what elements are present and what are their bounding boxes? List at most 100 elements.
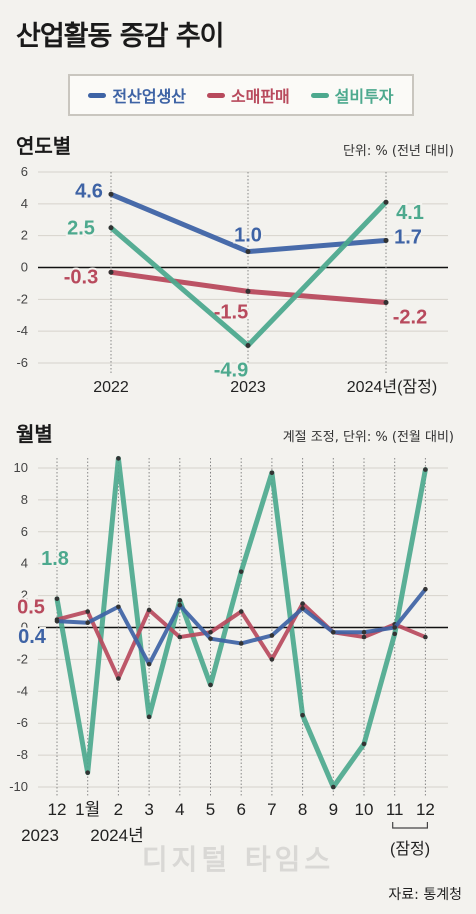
data-point: [392, 625, 398, 630]
data-point: [300, 601, 305, 606]
y-tick-label: 0: [21, 260, 28, 275]
data-point: [269, 470, 275, 476]
x-tick-label: 1월: [75, 800, 100, 819]
data-point: [146, 607, 152, 613]
data-point: [331, 629, 336, 635]
data-point: [116, 604, 121, 610]
y-tick-label: -4: [16, 683, 28, 698]
data-point: [383, 237, 389, 243]
x-tick-label: 6: [236, 800, 245, 819]
data-point: [108, 225, 114, 231]
data-point: [208, 682, 213, 688]
legend-label: 설비투자: [334, 87, 394, 106]
year-label: 2024년: [90, 826, 143, 845]
data-point: [54, 618, 60, 624]
x-tick-label: 10: [355, 800, 374, 819]
y-tick-label: -2: [16, 291, 28, 306]
legend-label: 전산업생산: [112, 87, 187, 106]
monthly-unit-label: 계절 조정, 단위: % (전월 대비): [282, 430, 454, 445]
data-point: [361, 741, 367, 747]
legend-swatch: [206, 92, 225, 98]
x-tick-label: 9: [329, 800, 338, 819]
legend-swatch: [88, 92, 107, 98]
legend-label: 소매판매: [230, 87, 290, 106]
data-point: [238, 641, 244, 646]
x-tick-label: 7: [267, 800, 276, 819]
data-point: [108, 191, 114, 197]
provisional-bracket: [392, 822, 428, 829]
data-point: [423, 634, 428, 640]
data-point: [331, 784, 336, 790]
x-tick-label: 2: [114, 800, 123, 819]
legend: 전산업생산 소매판매 설비투자: [68, 74, 414, 116]
data-point: [85, 770, 90, 775]
data-point: [146, 714, 152, 720]
data-point: [245, 342, 251, 348]
data-point: [177, 598, 183, 603]
x-tick-label: 5: [206, 800, 215, 819]
yearly-unit-label: 단위: % (전년 대비): [342, 144, 454, 159]
data-point: [300, 712, 305, 718]
data-point: [85, 620, 90, 626]
monthly-section-title: 월별: [16, 422, 53, 446]
x-tick-label: 2024년(잠정): [347, 378, 437, 396]
x-tick-label: 12: [48, 800, 67, 819]
x-tick-label: 4: [175, 800, 184, 819]
data-label: -2.2: [393, 307, 427, 329]
data-point: [383, 199, 389, 205]
x-tick-label: 2023: [230, 379, 266, 396]
data-point: [238, 569, 244, 574]
data-point: [383, 300, 389, 306]
series-line-소매판매: [108, 269, 389, 306]
watermark: 디지털 타임스: [141, 843, 335, 876]
data-point: [85, 609, 90, 614]
y-tick-label: 6: [21, 524, 28, 539]
y-tick-label: 10: [14, 460, 28, 475]
data-label: 4.1: [396, 202, 424, 224]
data-label: 1.0: [234, 225, 262, 247]
yearly-section-title: 연도별: [16, 134, 72, 158]
x-tick-label: 2022: [93, 379, 129, 396]
y-tick-label: -4: [16, 323, 28, 338]
y-tick-label: 0: [21, 620, 28, 635]
data-label: 2.5: [67, 218, 95, 240]
x-tick-label: 3: [144, 800, 153, 819]
legend-item-retail: 소매판매: [206, 83, 290, 107]
data-label: 1.8: [41, 548, 69, 570]
data-point: [208, 636, 213, 641]
y-tick-label: -2: [16, 651, 28, 666]
data-label: -0.3: [64, 266, 98, 288]
legend-item-production: 전산업생산: [88, 83, 186, 107]
data-point: [423, 467, 428, 472]
y-tick-label: -6: [16, 355, 28, 370]
data-point: [208, 629, 213, 635]
data-label: -4.9: [214, 359, 248, 381]
y-tick-label: 4: [21, 556, 28, 571]
data-point: [245, 288, 251, 294]
chart-title: 산업활동 증감 추이: [16, 21, 225, 52]
legend-swatch: [310, 92, 329, 98]
data-point: [245, 249, 251, 255]
y-tick-label: -8: [16, 747, 28, 762]
data-point: [54, 596, 60, 602]
data-point: [238, 609, 244, 614]
x-tick-label: 11: [386, 800, 404, 819]
x-tick-label: 12: [416, 800, 435, 819]
data-label: 0.5: [17, 597, 45, 619]
data-label: 0.4: [18, 626, 47, 648]
y-tick-label: 2: [21, 588, 28, 603]
x-tick-label: 8: [298, 800, 307, 819]
y-tick-label: 6: [21, 164, 28, 179]
data-point: [392, 631, 398, 637]
data-point: [146, 661, 152, 667]
data-point: [177, 602, 183, 608]
data-point: [108, 269, 114, 275]
provisional-label: (잠정): [390, 840, 430, 858]
data-point: [116, 676, 121, 681]
year-label: 2023: [21, 826, 59, 845]
data-point: [177, 634, 183, 640]
y-tick-label: 8: [21, 492, 28, 507]
y-tick-label: 2: [21, 228, 28, 243]
y-tick-label: 4: [21, 196, 28, 211]
